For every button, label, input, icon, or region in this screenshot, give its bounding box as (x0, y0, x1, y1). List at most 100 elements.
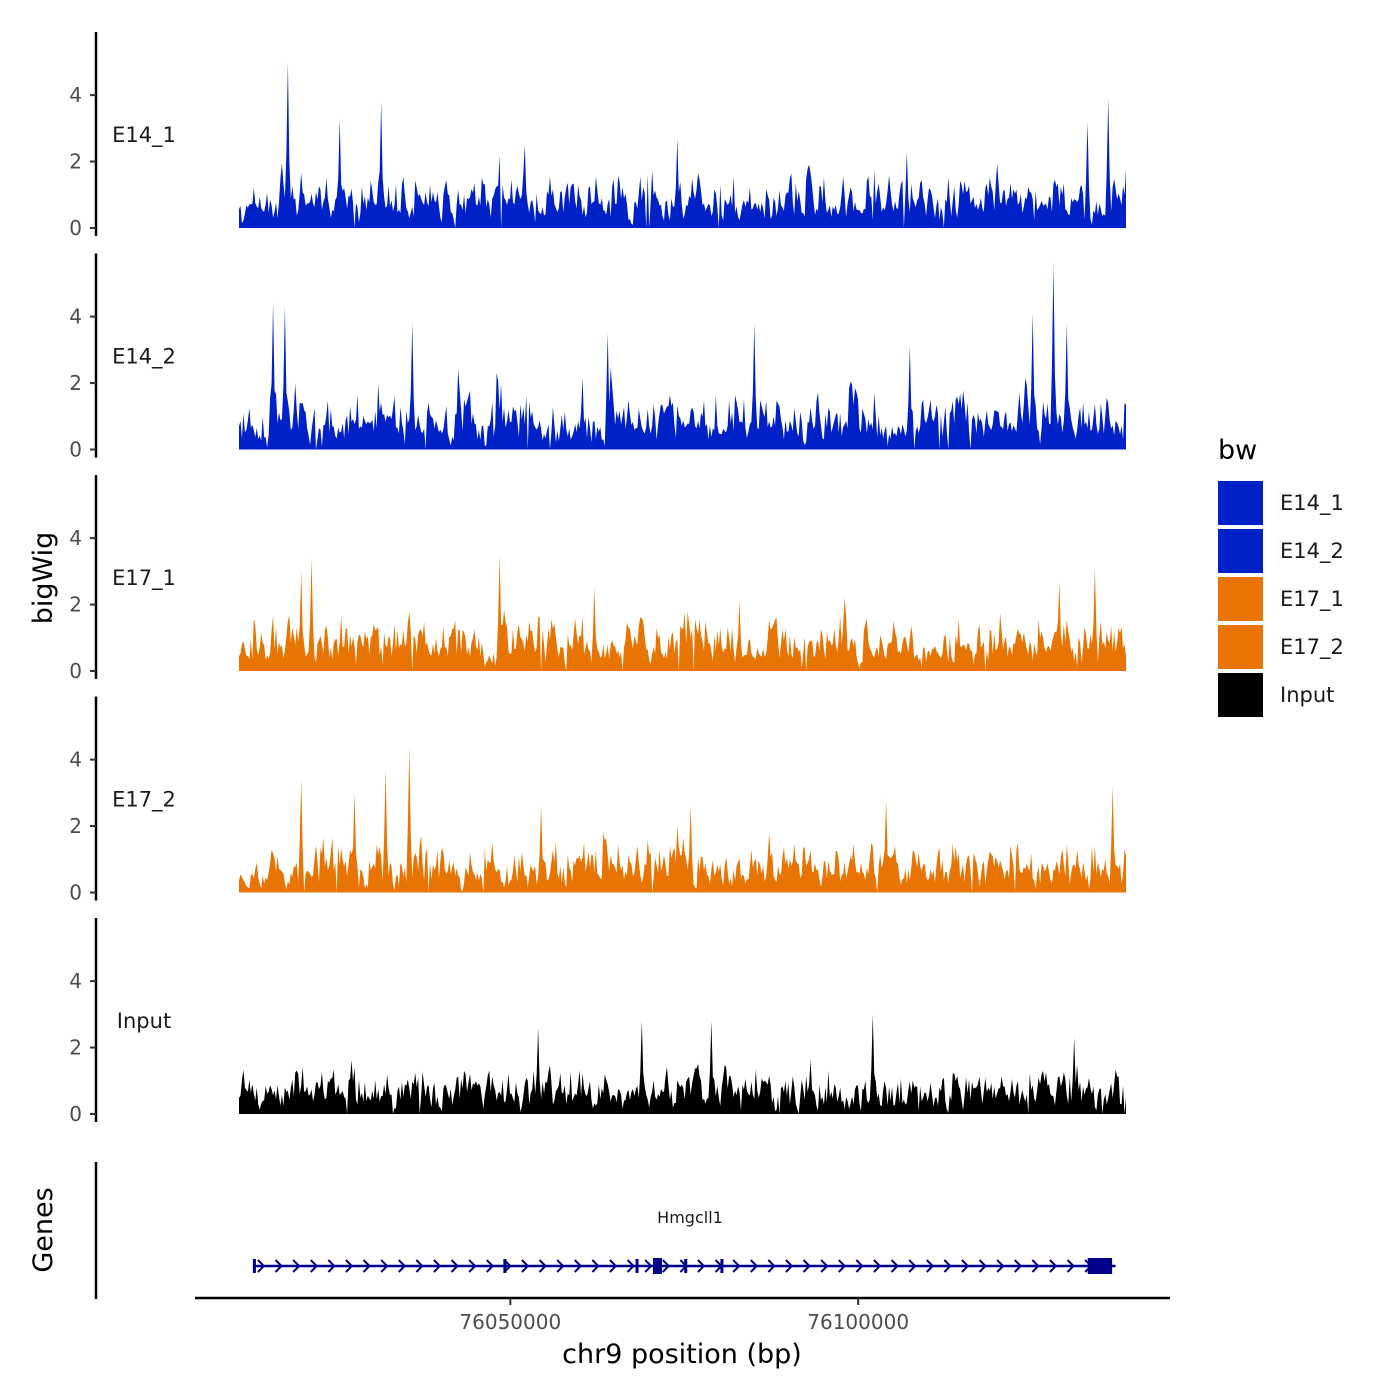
track-label: E17_1 (112, 566, 176, 591)
strand-chevron (943, 1259, 952, 1273)
strand-chevron (257, 1259, 266, 1273)
strand-chevron (662, 1259, 671, 1273)
strand-chevron (855, 1259, 864, 1273)
track-panel-E14_1: 0 2 4 E14_1 (69, 32, 1126, 240)
y-tick-label: 2 (69, 371, 82, 395)
legend-swatch-E14_1 (1218, 481, 1263, 525)
y-tick-label: 4 (69, 748, 82, 772)
gene-label: Hmgcll1 (657, 1208, 723, 1227)
x-axis-title: chr9 position (bp) (562, 1339, 802, 1370)
strand-chevron (362, 1259, 371, 1273)
y-tick-label: 4 (69, 969, 82, 993)
track-label: E14_1 (112, 123, 176, 148)
y-tick-label: 4 (69, 83, 82, 107)
strand-chevron (926, 1259, 935, 1273)
strand-chevron (486, 1259, 495, 1273)
strand-chevron (380, 1259, 389, 1273)
legend-title: bw (1218, 435, 1257, 466)
x-tick-label: 76050000 (459, 1310, 561, 1334)
track-panel-E17_1: 0 2 4 E17_1 (69, 475, 1126, 683)
track-panel-E17_2: 0 2 4 E17_2 (69, 696, 1126, 905)
legend-label-E17_2: E17_2 (1280, 635, 1344, 660)
strand-chevron (538, 1259, 547, 1273)
legend-label-E17_1: E17_1 (1280, 587, 1344, 612)
strand-chevron (908, 1259, 917, 1273)
gene-exon (503, 1259, 507, 1273)
strand-chevron (398, 1259, 407, 1273)
strand-chevron (415, 1259, 424, 1273)
strand-chevron (292, 1259, 301, 1273)
genes-axis-title: Genes (28, 1187, 59, 1272)
strand-chevron (609, 1259, 618, 1273)
legend-label-E14_2: E14_2 (1280, 539, 1344, 564)
track-label: E17_2 (112, 788, 176, 813)
strand-chevron (556, 1259, 565, 1273)
gene-model (252, 1258, 1116, 1274)
legend-swatch-Input (1218, 673, 1263, 717)
gene-exon (652, 1258, 662, 1274)
legend-label-Input: Input (1280, 683, 1334, 707)
track-panel-Input: 0 2 4 Input (69, 918, 1126, 1126)
y-tick-label: 0 (69, 1102, 82, 1126)
y-tick-label: 0 (69, 659, 82, 683)
y-tick-label: 4 (69, 526, 82, 550)
y-tick-label: 0 (69, 881, 82, 905)
signal-area-E14_2 (239, 263, 1126, 450)
strand-chevron (433, 1259, 442, 1273)
gene-exon (720, 1259, 724, 1273)
strand-chevron (1014, 1259, 1023, 1273)
strand-chevron (838, 1259, 847, 1273)
legend-label-E14_1: E14_1 (1280, 491, 1344, 516)
y-tick-label: 4 (69, 305, 82, 329)
strand-chevron (521, 1259, 530, 1273)
strand-chevron (697, 1259, 706, 1273)
strand-chevron (591, 1259, 600, 1273)
y-tick-label: 2 (69, 814, 82, 838)
y-tick-label: 2 (69, 150, 82, 174)
strand-chevron (1066, 1259, 1075, 1273)
signal-area-E17_2 (239, 746, 1126, 893)
strand-chevron (820, 1259, 829, 1273)
strand-chevron (785, 1259, 794, 1273)
strand-chevron (996, 1259, 1005, 1273)
strand-chevron (310, 1259, 319, 1273)
legend-swatch-E17_2 (1218, 625, 1263, 669)
strand-chevron (890, 1259, 899, 1273)
legend-swatch-E17_1 (1218, 577, 1263, 621)
track-label: Input (117, 1009, 171, 1033)
legend: bw E14_1 E14_2 E17_1 E17_2 Input (1218, 435, 1344, 717)
gene-exon (1087, 1258, 1113, 1274)
strand-chevron (873, 1259, 882, 1273)
y-tick-label: 2 (69, 593, 82, 617)
strand-chevron (345, 1259, 354, 1273)
strand-chevron (732, 1259, 741, 1273)
legend-swatch-E14_2 (1218, 529, 1263, 573)
strand-chevron (327, 1259, 336, 1273)
x-tick-label: 76100000 (807, 1310, 909, 1334)
strand-chevron (644, 1259, 653, 1273)
signal-area-E14_1 (239, 61, 1126, 229)
y-tick-label: 0 (69, 438, 82, 462)
track-label: E14_2 (112, 345, 176, 370)
gene-exon (684, 1259, 688, 1273)
y-tick-label: 2 (69, 1036, 82, 1060)
signal-area-E17_1 (239, 554, 1126, 671)
y-axis-title: bigWig (28, 532, 59, 625)
strand-chevron (1049, 1259, 1058, 1273)
gene-exon (252, 1259, 256, 1273)
strand-chevron (961, 1259, 970, 1273)
strand-chevron (574, 1259, 583, 1273)
y-tick-label: 0 (69, 216, 82, 240)
x-axis: 76050000 76100000 chr9 position (bp) (195, 1296, 1170, 1370)
strand-chevron (802, 1259, 811, 1273)
strand-chevron (767, 1259, 776, 1273)
strand-chevron (626, 1259, 635, 1273)
strand-chevron (468, 1259, 477, 1273)
strand-chevron (978, 1259, 987, 1273)
gene-exon (635, 1259, 639, 1273)
strand-chevron (750, 1259, 759, 1273)
signal-area-Input (239, 1014, 1126, 1114)
genes-panel: Genes Hmgcll1 (28, 1162, 1116, 1299)
strand-chevron (1031, 1259, 1040, 1273)
